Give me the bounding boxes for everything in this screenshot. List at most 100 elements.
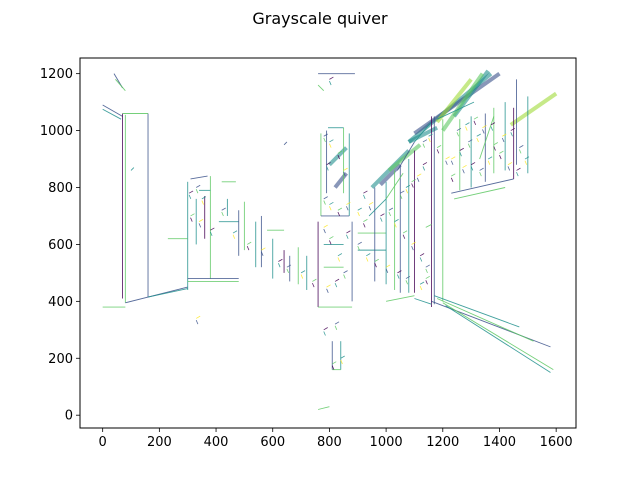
quiver-arrow bbox=[425, 224, 432, 228]
quiver-arrow-short bbox=[462, 164, 467, 168]
quiver-arrow-short bbox=[482, 125, 487, 129]
quiver-arrow-short bbox=[467, 143, 471, 148]
quiver-arrow-short bbox=[329, 236, 334, 240]
y-tick-label: 200 bbox=[48, 352, 73, 367]
quiver-arrow bbox=[414, 121, 432, 143]
quiver-arrow-short bbox=[286, 264, 292, 268]
quiver-arrows bbox=[102, 69, 558, 410]
quiver-arrow-short bbox=[343, 171, 346, 177]
quiver-arrow-short bbox=[363, 194, 366, 200]
quiver-arrow-short bbox=[479, 171, 482, 177]
quiver-arrow-short bbox=[451, 156, 456, 160]
quiver-arrow-short bbox=[425, 264, 430, 268]
quiver-arrow-short bbox=[473, 116, 479, 120]
quiver-arrow-short bbox=[261, 251, 264, 256]
quiver-arrow-short bbox=[394, 219, 399, 223]
quiver-arrow-short bbox=[411, 179, 416, 183]
quiver-arrow-short bbox=[195, 319, 199, 325]
quiver-arrow-short bbox=[340, 359, 343, 365]
quiver-arrow-short bbox=[340, 355, 345, 359]
quiver-arrow-short bbox=[329, 143, 332, 148]
quiver-arrow-short bbox=[357, 245, 360, 251]
quiver-arrow-short bbox=[300, 274, 304, 279]
quiver-arrow-short bbox=[374, 258, 379, 262]
quiver-arrow-short bbox=[482, 129, 485, 134]
quiver-arrow-short bbox=[337, 253, 343, 257]
quiver-arrow-short bbox=[405, 189, 409, 194]
quiver-arrow-short bbox=[476, 133, 481, 137]
quiver-arrow-short bbox=[334, 282, 338, 288]
quiver-arrow-short bbox=[326, 288, 329, 293]
x-tick-label: 1200 bbox=[426, 435, 459, 450]
quiver-arrow-short bbox=[343, 167, 348, 171]
quiver-arrow-short bbox=[516, 167, 521, 171]
quiver-arrow-short bbox=[524, 160, 528, 165]
quiver-arrow-short bbox=[261, 247, 266, 251]
quiver-arrow-short bbox=[190, 217, 193, 222]
quiver-arrow bbox=[454, 187, 506, 200]
quiver-arrow-short bbox=[451, 173, 456, 177]
quiver-arrow-short bbox=[357, 207, 362, 211]
quiver-arrow-short bbox=[470, 166, 474, 171]
quiver-arrow-short bbox=[329, 80, 332, 86]
quiver-arrow-short bbox=[210, 227, 215, 231]
quiver-arrow-short bbox=[425, 268, 428, 274]
quiver-arrow bbox=[445, 305, 551, 373]
quiver-arrow-short bbox=[416, 177, 420, 182]
quiver-arrow-short bbox=[246, 245, 250, 251]
y-tick-label: 600 bbox=[48, 238, 73, 253]
quiver-arrow-short bbox=[343, 274, 346, 279]
x-tick-label: 1400 bbox=[483, 435, 516, 450]
quiver-arrow-short bbox=[278, 263, 281, 268]
quiver-arrow-short bbox=[334, 325, 338, 330]
quiver-arrow-short bbox=[368, 201, 374, 205]
quiver-arrow-short bbox=[201, 196, 207, 200]
quiver-arrow-short bbox=[450, 160, 454, 165]
quiver-arrow-short bbox=[445, 156, 450, 160]
quiver-arrow-short bbox=[221, 211, 224, 217]
quiver-arrow-short bbox=[326, 166, 329, 171]
quiver-arrow-short bbox=[502, 133, 507, 137]
quiver-arrow-short bbox=[499, 150, 504, 154]
quiver-arrow-short bbox=[388, 211, 392, 217]
quiver-arrow-short bbox=[343, 270, 348, 274]
quiver-arrow-short bbox=[419, 253, 425, 257]
quiver-arrow-short bbox=[323, 200, 326, 205]
quiver-arrow-short bbox=[188, 190, 194, 194]
quiver-arrow-short bbox=[312, 278, 317, 282]
quiver-arrow-short bbox=[516, 171, 519, 177]
quiver-arrow-short bbox=[331, 365, 335, 370]
quiver-arrow-short bbox=[465, 122, 470, 126]
quiver-arrow-short bbox=[487, 160, 491, 165]
quiver-arrow bbox=[436, 298, 534, 342]
quiver-arrow-short bbox=[300, 270, 306, 274]
quiver-arrow-short bbox=[363, 223, 366, 228]
quiver-arrow-short bbox=[346, 234, 349, 239]
quiver-arrow bbox=[317, 406, 330, 410]
quiver-arrow-short bbox=[363, 219, 368, 223]
quiver-arrow-short bbox=[232, 234, 236, 239]
quiver-arrow-short bbox=[278, 258, 283, 262]
quiver-arrow-short bbox=[405, 275, 411, 279]
quiver-arrow-short bbox=[422, 143, 426, 148]
quiver-arrow-short bbox=[419, 285, 423, 291]
quiver-arrow-short bbox=[210, 231, 213, 237]
quiver-arrow-short bbox=[337, 257, 340, 262]
quiver-arrow-short bbox=[459, 152, 462, 157]
quiver-arrow-short bbox=[323, 331, 326, 336]
quiver-arrow bbox=[102, 108, 122, 120]
quiver-arrow-thick bbox=[413, 72, 501, 136]
quiver-arrow-short bbox=[368, 206, 372, 211]
quiver-arrow bbox=[147, 288, 188, 298]
quiver-arrow-short bbox=[190, 213, 195, 217]
quiver-arrow-short bbox=[400, 190, 405, 194]
quiver-arrow-short bbox=[334, 321, 340, 325]
quiver-arrow-short bbox=[422, 139, 428, 143]
quiver-arrow-short bbox=[329, 201, 334, 205]
quiver-arrow-short bbox=[346, 230, 351, 234]
plot-area bbox=[79, 57, 577, 429]
quiver-arrow-short bbox=[405, 280, 409, 285]
quiver-arrow-short bbox=[346, 201, 351, 205]
quiver-arrow-short bbox=[493, 146, 496, 151]
quiver-arrow bbox=[385, 173, 404, 200]
